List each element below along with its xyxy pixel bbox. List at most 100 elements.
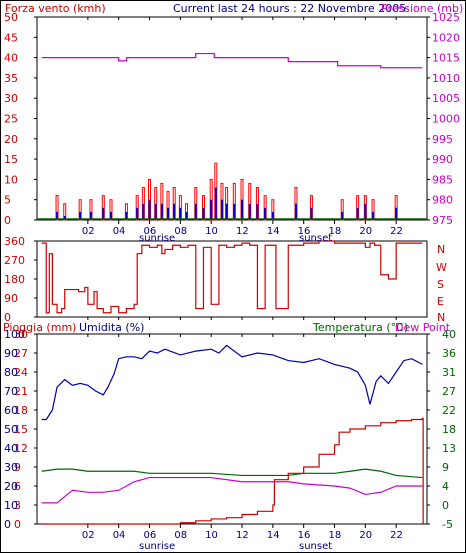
temperature-axis-tick-label: 36 — [442, 347, 456, 360]
pressure-axis-tick-label: 990 — [432, 153, 453, 166]
wind-axis-tick-label: 15 — [4, 153, 18, 166]
pressure-axis-tick-label: 1000 — [432, 113, 460, 126]
current-title: Current last 24 hours : 22 Novembre 2005 — [173, 2, 406, 15]
wind-title: Forza vento (kmh) — [5, 2, 106, 15]
pressure-axis-tick-label: 1015 — [432, 52, 460, 65]
x-tick-label: 14 — [267, 530, 280, 541]
humidity-axis-tick-label: 60 — [4, 404, 18, 417]
rain-panel-frame — [36, 333, 428, 525]
temperature-axis-tick-label: 0 — [442, 499, 449, 512]
wind-average-bar — [89, 211, 92, 220]
wind-average-bar — [395, 207, 398, 220]
humidity-axis-tick-label: 70 — [4, 385, 18, 398]
x-tick-label: 16 — [298, 226, 311, 237]
wind-average-bar — [341, 211, 344, 220]
direction-panel-frame — [36, 240, 428, 318]
sunrise-label-bottom: sunrise — [139, 541, 175, 552]
wind-axis-tick-label: 20 — [4, 133, 18, 146]
wind-axis-tick-label: 30 — [4, 92, 18, 105]
pressure-axis-tick-label: 1025 — [432, 11, 460, 24]
wind-axis-tick-label: 0 — [4, 214, 11, 227]
wind-average-bar — [63, 215, 66, 220]
dewpoint-line — [41, 476, 423, 504]
humidity-axis-tick-label: 100 — [4, 328, 25, 341]
wind-average-bar — [210, 199, 213, 220]
wind-average-bar — [102, 207, 105, 220]
direction-axis-tick-label: 270 — [4, 254, 25, 267]
wind-average-bar — [173, 203, 176, 220]
x-tick-label: 02 — [82, 530, 95, 541]
wind-axis-tick-label: 45 — [4, 31, 18, 44]
wind-average-bar — [142, 203, 145, 220]
temperature-axis-tick-label: 4 — [442, 480, 449, 493]
temperature-axis-tick-label: 40 — [442, 328, 456, 341]
wind-average-bar — [264, 207, 267, 220]
humidity-axis-tick-label: 20 — [4, 480, 18, 493]
compass-s: S — [437, 278, 444, 291]
wind-average-bar — [56, 211, 59, 220]
pressure-axis-tick-label: 1020 — [432, 31, 460, 44]
x-tick-label: 02 — [82, 226, 95, 237]
sunset-label-bottom: sunset — [299, 541, 332, 552]
wind-average-bar — [356, 207, 359, 220]
wind-average-bar — [372, 211, 375, 220]
wind-average-bar — [194, 203, 197, 220]
sunrise-label-top: sunrise — [139, 233, 175, 244]
rain-axis-tick-label: 3 — [14, 499, 21, 512]
humidity-title: Umidita (%) — [79, 321, 144, 334]
rain-axis-tick-label: 30 — [14, 328, 28, 341]
humidity-axis-tick-label: 10 — [4, 499, 18, 512]
temperature-title: Temperatura (°C) — [312, 321, 408, 334]
sunset-label-top: sunset — [299, 233, 332, 244]
temperature-line — [41, 468, 423, 479]
pressure-line — [41, 52, 423, 69]
wind-average-bar — [179, 207, 182, 220]
pressure-axis-tick-label: 980 — [432, 194, 453, 207]
pressure-axis-tick-label: 995 — [432, 133, 453, 146]
x-tick-label: 22 — [390, 226, 403, 237]
wind-average-bar — [136, 207, 139, 220]
temperature-axis-tick-label: 18 — [442, 423, 456, 436]
humidity-axis-tick-label: 50 — [4, 423, 18, 436]
compass-n-top: N — [437, 243, 445, 256]
wind-axis-tick-label: 35 — [4, 72, 18, 85]
x-tick-label: 12 — [236, 226, 249, 237]
pressure-axis-tick-label: 985 — [432, 173, 453, 186]
x-tick-label: 06 — [144, 530, 157, 541]
wind-average-bar — [256, 203, 259, 220]
humidity-line — [41, 344, 423, 421]
wind-average-bar — [202, 207, 205, 220]
temperature-axis-tick-label: 13 — [442, 442, 456, 455]
wind-average-bar — [220, 199, 223, 220]
x-tick-label: 08 — [174, 226, 187, 237]
direction-axis-tick-label: 0 — [4, 311, 11, 324]
rain-axis-tick-label: 21 — [14, 385, 28, 398]
direction-axis-tick-label: 360 — [4, 235, 25, 248]
compass-e: E — [437, 295, 444, 308]
pressure-axis-tick-label: 1010 — [432, 72, 460, 85]
wind-average-bar — [154, 203, 157, 220]
compass-n-bottom: N — [437, 311, 445, 324]
wind-average-bar — [241, 199, 244, 220]
x-tick-label: 22 — [390, 530, 403, 541]
temperature-axis-tick-label: 22 — [442, 404, 456, 417]
humidity-axis-tick-label: 90 — [4, 347, 18, 360]
pressure-title: Pressione (mb) — [381, 2, 463, 15]
direction-line — [41, 240, 423, 314]
wind-average-bar — [310, 207, 313, 220]
wind-axis-tick-label: 5 — [4, 194, 11, 207]
rain-line — [41, 417, 424, 525]
wind-average-bar — [214, 187, 217, 220]
wind-average-bar — [248, 203, 251, 220]
pressure-axis-tick-label: 975 — [432, 214, 453, 227]
humidity-axis-tick-label: 0 — [4, 518, 11, 531]
x-tick-label: 04 — [113, 226, 126, 237]
wind-average-bar — [125, 211, 128, 220]
x-tick-label: 10 — [205, 530, 218, 541]
wind-average-bar — [271, 211, 274, 220]
rain-axis-tick-label: 6 — [14, 480, 21, 493]
x-tick-label: 10 — [205, 226, 218, 237]
x-tick-label: 18 — [329, 530, 342, 541]
x-tick-label: 20 — [359, 226, 372, 237]
